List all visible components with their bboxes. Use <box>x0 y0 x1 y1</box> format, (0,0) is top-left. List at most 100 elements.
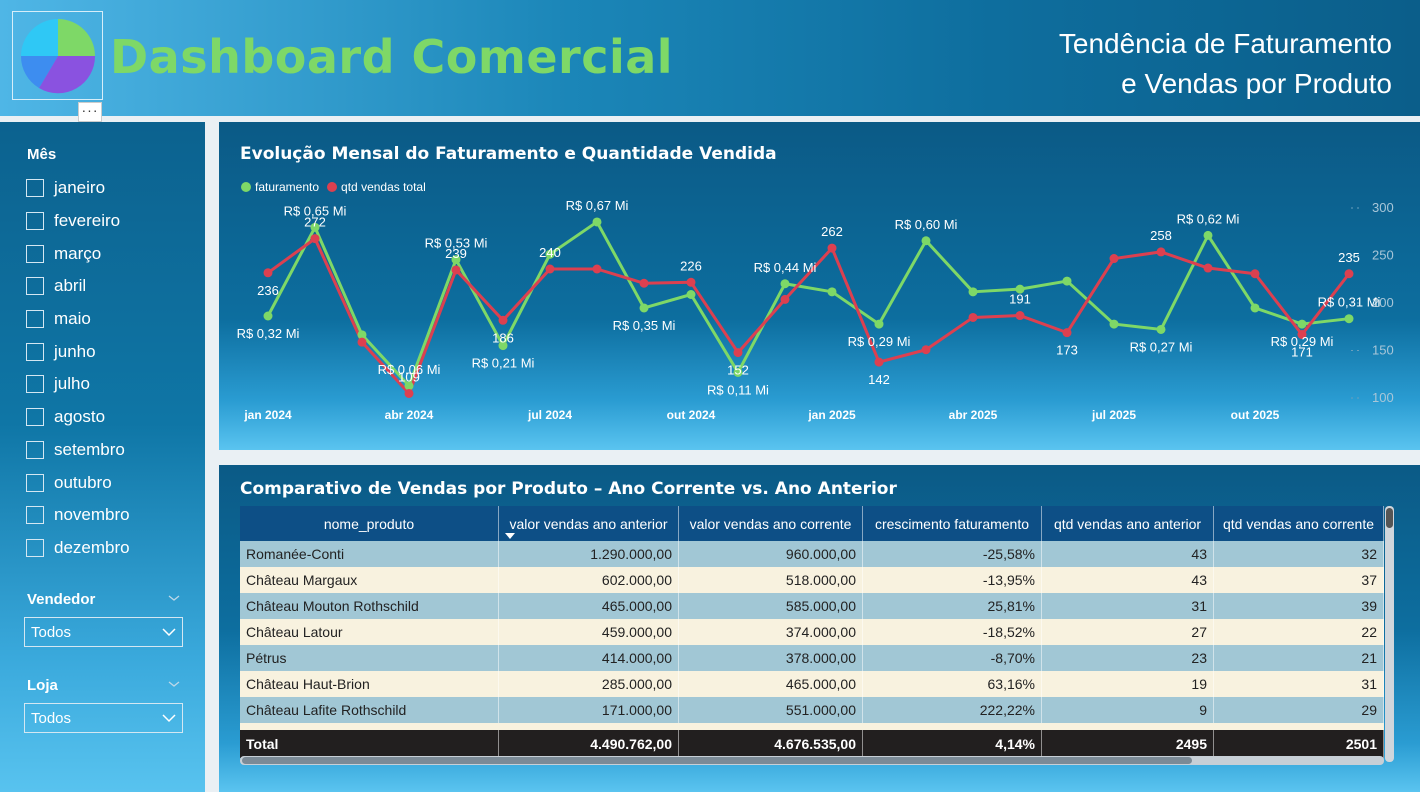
vendedor-dropdown[interactable]: Todos <box>24 617 183 647</box>
month-option[interactable]: maio <box>26 303 130 336</box>
faturamento-point[interactable] <box>780 279 790 289</box>
qtd-vendas-point[interactable] <box>921 345 931 355</box>
faturamento-point[interactable] <box>1109 319 1119 329</box>
faturamento-point[interactable] <box>639 303 649 313</box>
loja-dropdown[interactable]: Todos <box>24 703 183 733</box>
column-header[interactable]: nome_produto <box>240 506 499 541</box>
faturamento-point[interactable] <box>404 381 414 391</box>
table-row[interactable]: Romanée-Conti 1.290.000,00 960.000,00 -25,5… <box>240 541 1384 567</box>
qtd-vendas-point[interactable] <box>1203 263 1213 273</box>
table-row[interactable]: Pétrus 414.000,00 378.000,00 -8,70% 23 21 <box>240 645 1384 671</box>
month-option[interactable]: agosto <box>26 401 130 434</box>
faturamento-point[interactable] <box>733 367 743 377</box>
more-options-button[interactable]: ··· <box>78 102 102 122</box>
faturamento-point[interactable] <box>357 330 367 340</box>
month-option[interactable]: abril <box>26 270 130 303</box>
checkbox[interactable] <box>26 179 44 198</box>
month-option[interactable]: dezembro <box>26 532 130 565</box>
month-option[interactable]: março <box>26 237 130 270</box>
column-header[interactable]: valor vendas ano anterior <box>499 506 679 541</box>
qtd-vendas-point[interactable] <box>733 348 743 358</box>
faturamento-point[interactable] <box>545 249 555 259</box>
chevron-down-icon[interactable] <box>168 678 180 690</box>
faturamento-point[interactable] <box>1062 276 1072 286</box>
month-option[interactable]: outubro <box>26 466 130 499</box>
qtd-vendas-point[interactable] <box>404 388 414 398</box>
month-option[interactable]: julho <box>26 368 130 401</box>
month-option[interactable]: junho <box>26 335 130 368</box>
qtd-vendas-point[interactable] <box>263 268 273 278</box>
table-row[interactable]: Château Latour 459.000,00 374.000,00 -18,52… <box>240 619 1384 645</box>
qtd-vendas-line[interactable] <box>267 237 1351 395</box>
qtd-vendas-point[interactable] <box>1015 311 1025 321</box>
checkbox[interactable] <box>26 473 44 492</box>
qtd-vendas-point[interactable] <box>1344 269 1354 279</box>
faturamento-point[interactable] <box>874 319 884 329</box>
faturamento-point[interactable] <box>1344 314 1354 324</box>
checkbox[interactable] <box>26 375 44 394</box>
qtd-vendas-point[interactable] <box>968 312 978 322</box>
checkbox[interactable] <box>26 310 44 329</box>
faturamento-point[interactable] <box>921 236 931 246</box>
faturamento-point[interactable] <box>498 341 508 351</box>
qtd-vendas-point[interactable] <box>874 357 884 367</box>
qtd-vendas-point[interactable] <box>592 264 602 274</box>
qtd-vendas-point[interactable] <box>827 243 837 253</box>
faturamento-point[interactable] <box>451 255 461 265</box>
column-header[interactable]: valor vendas ano corrente <box>679 506 863 541</box>
month-option[interactable]: fevereiro <box>26 205 130 238</box>
faturamento-point[interactable] <box>310 222 320 232</box>
table-row[interactable]: Château Haut-Brion 285.000,00 465.000,00 63… <box>240 671 1384 697</box>
faturamento-line[interactable] <box>266 220 1350 388</box>
qtd-vendas-point[interactable] <box>1109 254 1119 264</box>
qtd-vendas-point[interactable] <box>1297 330 1307 340</box>
qtd-vendas-point[interactable] <box>1156 247 1166 257</box>
faturamento-point[interactable] <box>827 287 837 297</box>
checkbox[interactable] <box>26 342 44 361</box>
chevron-down-icon[interactable] <box>168 592 180 604</box>
checkbox[interactable] <box>26 244 44 263</box>
column-header[interactable]: qtd vendas ano anterior <box>1042 506 1214 541</box>
faturamento-point[interactable] <box>592 217 602 227</box>
faturamento-point[interactable] <box>1297 319 1307 329</box>
faturamento-point[interactable] <box>686 290 696 299</box>
qtd-vendas-point[interactable] <box>1062 328 1072 338</box>
checkbox[interactable] <box>26 212 44 231</box>
scrollbar-thumb[interactable] <box>1386 508 1393 528</box>
faturamento-point[interactable] <box>1156 324 1166 334</box>
qtd-vendas-point[interactable] <box>498 315 508 325</box>
month-option[interactable]: novembro <box>26 499 130 532</box>
vertical-scrollbar[interactable] <box>1385 506 1394 762</box>
column-header[interactable]: qtd vendas ano corrente <box>1214 506 1384 541</box>
horizontal-scrollbar[interactable] <box>240 756 1384 765</box>
line-chart[interactable]: 300 250 200 150 100 jan 2024 abr 2024 jul 2024 o… <box>219 122 1420 450</box>
table-row[interactable]: Château Mouton Rothschild 465.000,00 585.0… <box>240 593 1384 619</box>
checkbox[interactable] <box>26 506 44 525</box>
table-total-row[interactable]: Total 4.490.762,00 4.676.535,00 4,14% 2495 25… <box>240 730 1384 758</box>
table-row[interactable]: Château Margaux 602.000,00 518.000,00 -13,9… <box>240 567 1384 593</box>
scrollbar-thumb[interactable] <box>242 757 1192 764</box>
month-option[interactable]: setembro <box>26 434 130 467</box>
faturamento-point[interactable] <box>1203 230 1213 240</box>
legend-item-qtd-vendas[interactable]: qtd vendas total <box>327 180 426 194</box>
faturamento-point[interactable] <box>968 287 978 297</box>
qtd-vendas-point[interactable] <box>780 294 790 304</box>
month-option[interactable]: janeiro <box>26 172 130 205</box>
column-header[interactable]: crescimento faturamento <box>863 506 1042 541</box>
qtd-vendas-point[interactable] <box>1250 269 1260 279</box>
faturamento-point[interactable] <box>1250 303 1260 313</box>
qtd-vendas-point[interactable] <box>310 234 320 244</box>
qtd-vendas-point[interactable] <box>639 278 649 288</box>
legend-item-faturamento[interactable]: faturamento <box>241 180 319 194</box>
qtd-vendas-point[interactable] <box>451 265 461 275</box>
checkbox[interactable] <box>26 408 44 427</box>
qtd-vendas-point[interactable] <box>686 277 696 287</box>
checkbox[interactable] <box>26 538 44 557</box>
faturamento-point[interactable] <box>1015 284 1025 294</box>
checkbox[interactable] <box>26 277 44 296</box>
table-row[interactable]: Château Lafite Rothschild 171.000,00 551.0… <box>240 697 1384 723</box>
checkbox[interactable] <box>26 440 44 459</box>
qtd-vendas-point[interactable] <box>357 337 367 347</box>
sort-descending-icon[interactable] <box>505 533 515 539</box>
faturamento-point[interactable] <box>263 311 273 321</box>
